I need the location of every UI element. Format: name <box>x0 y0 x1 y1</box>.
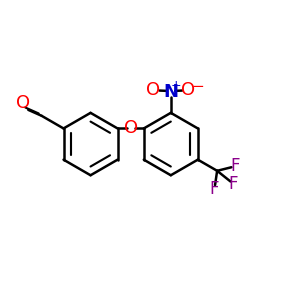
Text: N: N <box>163 83 178 101</box>
Text: −: − <box>191 80 204 94</box>
Text: O: O <box>146 81 160 99</box>
Text: O: O <box>181 81 195 99</box>
Text: F: F <box>230 157 240 175</box>
Text: F: F <box>229 175 238 193</box>
Text: O: O <box>124 119 138 137</box>
Text: F: F <box>209 180 219 198</box>
Text: O: O <box>16 94 30 112</box>
Text: +: + <box>171 79 182 92</box>
